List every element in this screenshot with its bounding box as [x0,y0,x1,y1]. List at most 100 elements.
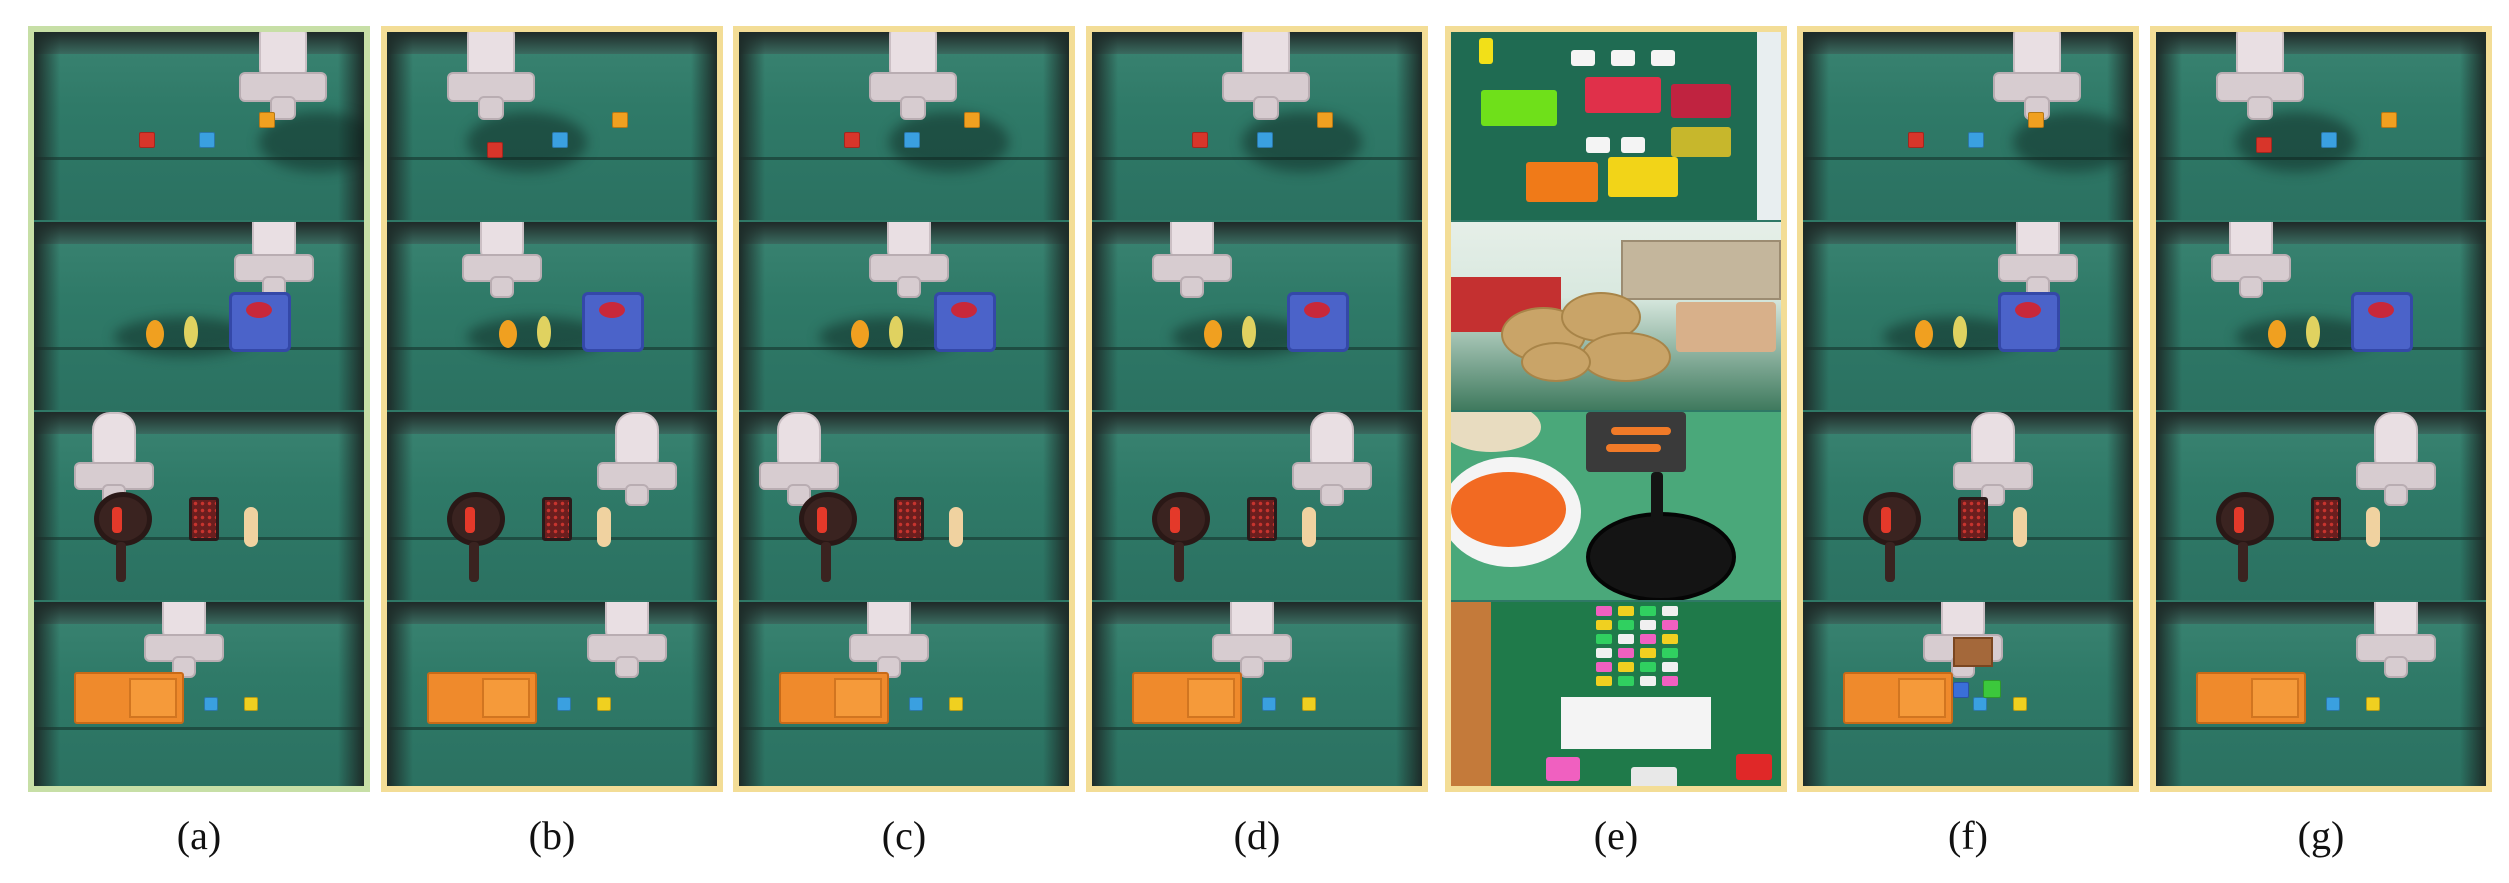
block [1526,162,1598,202]
robot-finger [1240,656,1264,678]
table-edge-left [34,222,60,410]
white-block [1611,50,1635,66]
fruit [2306,316,2320,348]
table-edge-right [691,222,717,410]
vegetable [817,507,827,533]
panel-column [1445,26,1787,792]
robot-arm [869,32,957,127]
background-wall [2156,412,2486,434]
robot-arm [1953,412,2033,512]
cube [612,112,628,128]
panel-label: (e) [1593,813,1639,858]
cube [1953,682,1969,698]
scene-panel [2156,412,2486,600]
table-seam [387,347,717,350]
color-tile [1640,606,1656,616]
block [1585,77,1661,113]
table-edge-right [691,412,717,600]
orange-box-lid [1187,678,1235,718]
panel-label: (d) [1233,813,1281,858]
scene-panel [387,602,717,786]
cube [1983,680,2001,698]
scene-panel [739,412,1069,600]
table-edge-left [2156,222,2182,410]
table-edge-left [2156,32,2182,220]
scene-panel [34,32,364,220]
cube [244,697,258,711]
robot-finger [477,96,504,120]
scene-panel [739,602,1069,786]
vegetable [2234,507,2244,533]
device [1631,767,1677,786]
cube [2013,697,2027,711]
panel-label: (b) [528,813,576,858]
robot-finger [625,484,649,506]
color-tile [1640,648,1656,658]
pan-handle [1651,472,1663,522]
color-tile [1618,676,1634,686]
table-edge-right [2107,412,2133,600]
scene-panel [1451,412,1781,600]
table-seam [2156,347,2486,350]
fruit [599,302,625,318]
cube [1908,132,1924,148]
table-seam [739,727,1069,730]
bowl [1451,412,1541,452]
robot-finger [615,656,639,678]
robot-arm [2356,412,2436,512]
frying-pan [799,492,857,546]
robot-arm [239,32,327,127]
orange-box-lid [1898,678,1946,718]
table-edge-right [338,602,364,786]
table-edge-right [1043,602,1069,786]
robot-finger [897,276,921,298]
vegetable [244,507,258,547]
block [1671,84,1731,118]
cube [204,697,218,711]
table-edge-right [338,32,364,220]
pan-handle [821,542,831,582]
table-seam [1092,727,1422,730]
orange-box-lid [2251,678,2299,718]
robot-finger [899,96,926,120]
table-edge-right [338,222,364,410]
scene-panel [739,32,1069,220]
table-edge-right [691,602,717,786]
table-edge-left [387,32,413,220]
scene-panel [2156,32,2486,220]
color-tile [1618,620,1634,630]
scene-panel [1451,222,1781,410]
frying-pan [1586,512,1736,600]
scene-panel [1092,32,1422,220]
fruit [2015,302,2041,318]
cube [1262,697,1276,711]
frying-pan [94,492,152,546]
table-edge-left [1803,32,1829,220]
table-edge-right [2107,602,2133,786]
table-edge-left [34,32,60,220]
robot-arm [2211,222,2291,304]
panel-column [381,26,723,792]
cube [552,132,568,148]
panel-column [28,26,370,792]
cube [949,697,963,711]
table-edge-left [1803,412,1829,600]
table-seam [387,157,717,160]
background-wall [2156,602,2486,624]
scene-panel [387,222,717,410]
table-seam [739,157,1069,160]
robot-arm [597,412,677,512]
robot-finger [1180,276,1204,298]
table-edge-left [1092,412,1118,600]
scene-panel [1451,32,1781,220]
cube [2028,112,2044,128]
small-box [1953,637,1993,667]
panel-label: (g) [2297,813,2345,858]
fruit [889,316,903,348]
table-edge-left [1803,602,1829,786]
table-edge-right [1396,412,1422,600]
robot-arm [2356,602,2436,684]
background-wall [387,32,717,54]
white-mat [1561,697,1711,749]
color-tile [1618,662,1634,672]
